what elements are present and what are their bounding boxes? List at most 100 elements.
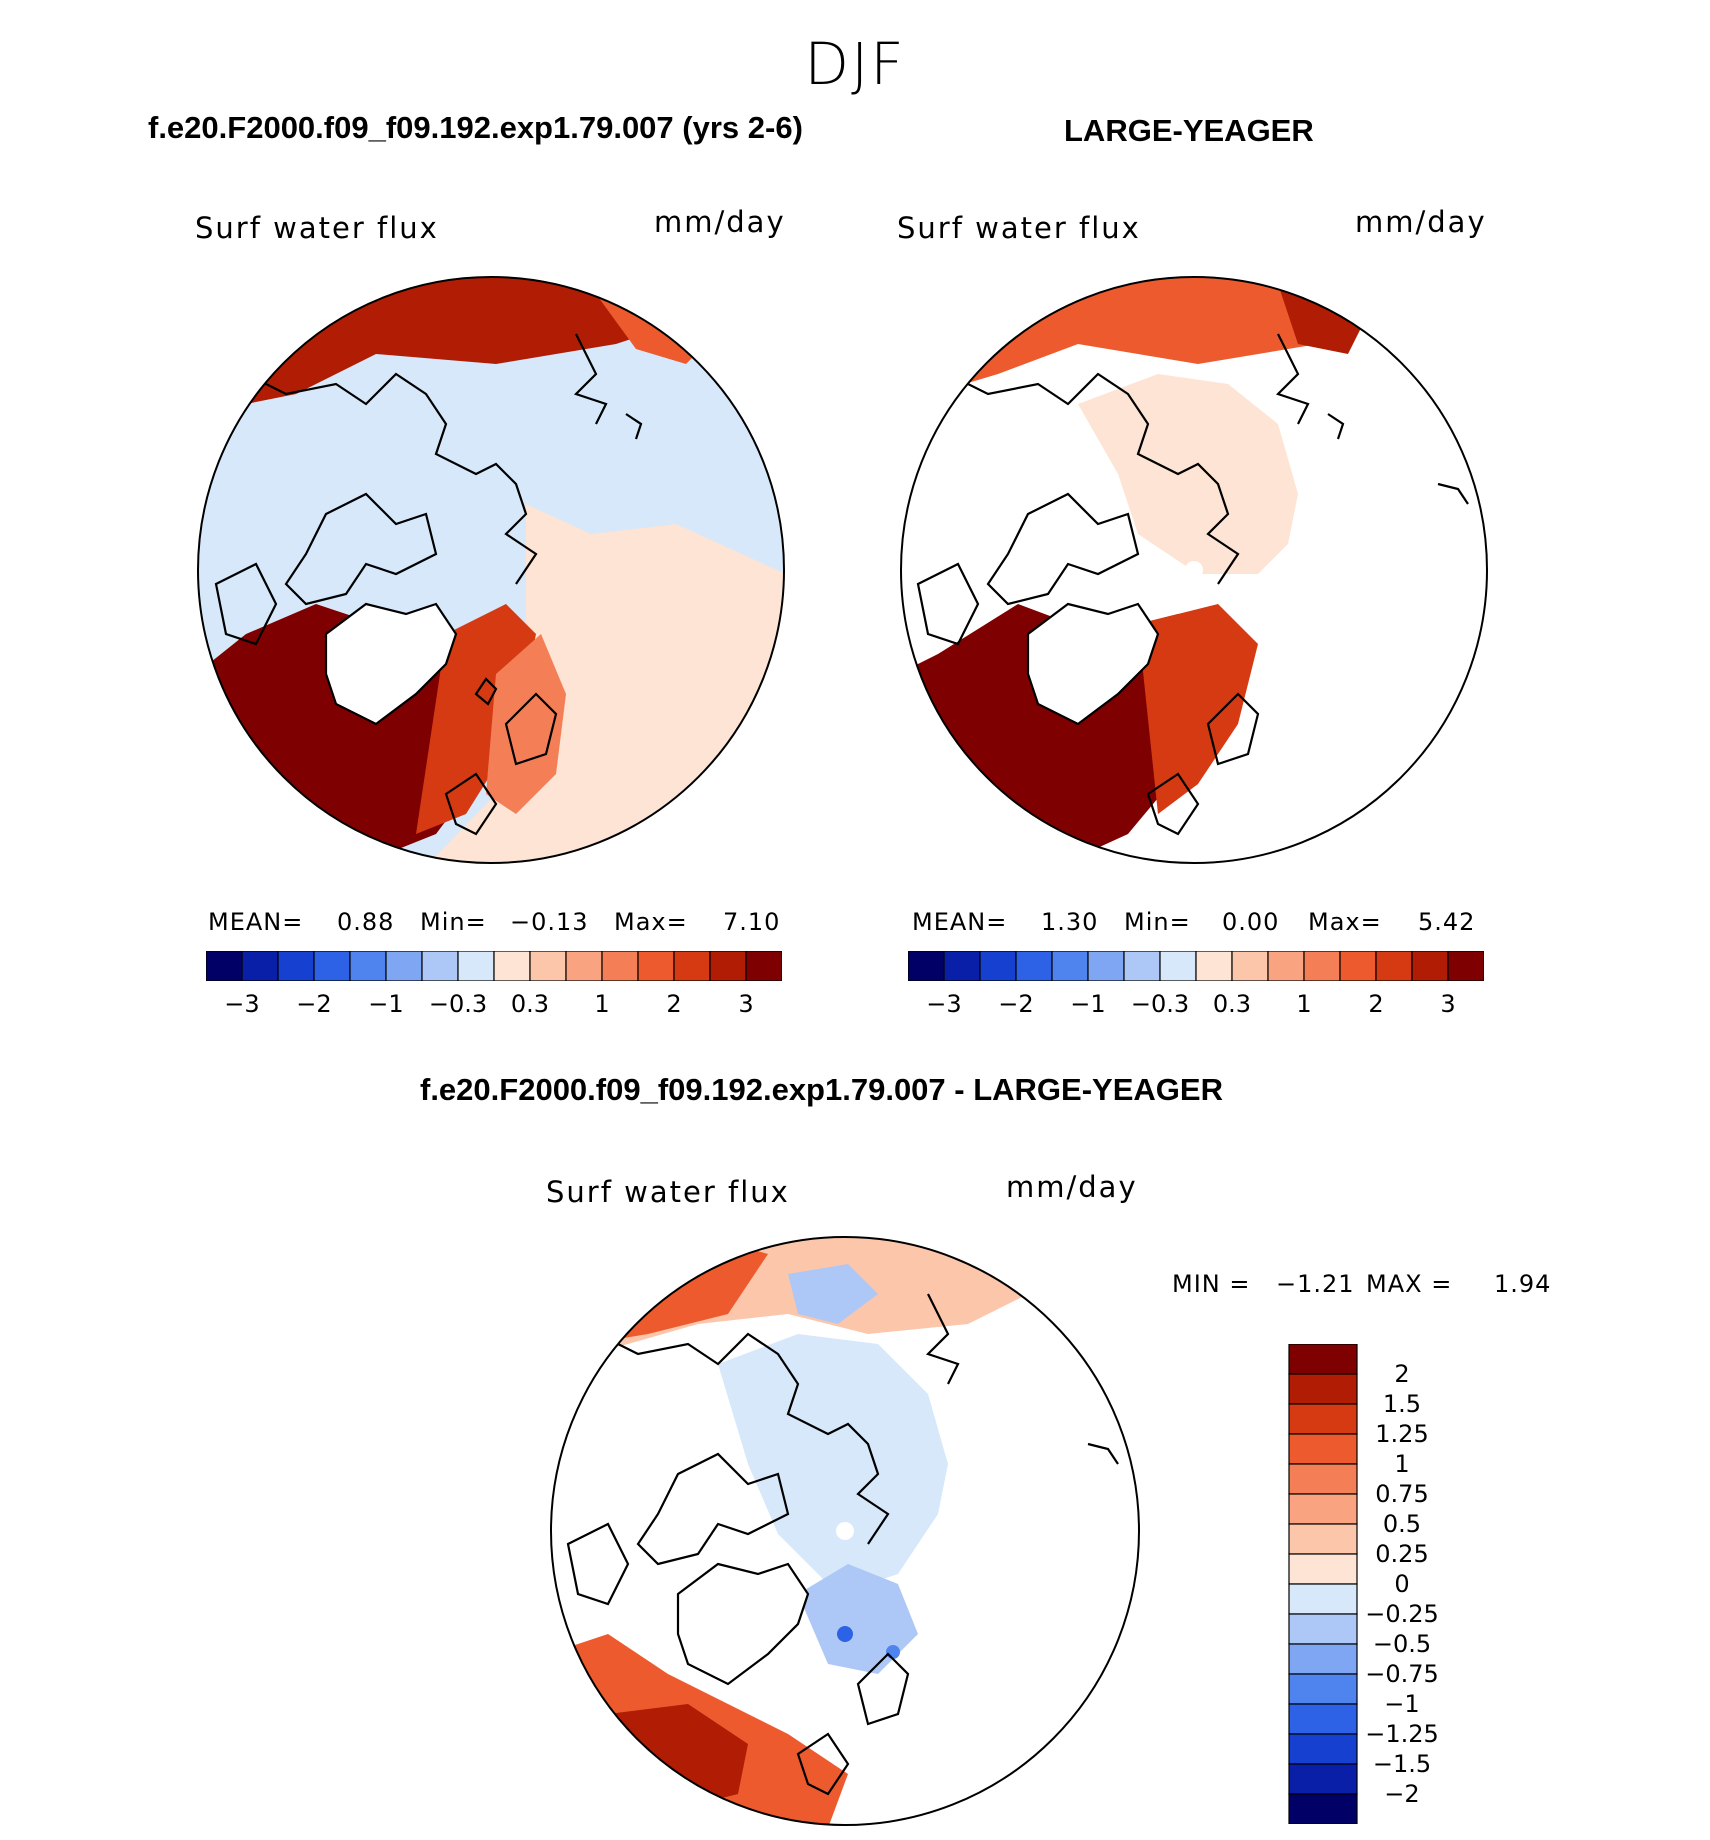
panel2-colorbar-swatch bbox=[1303, 951, 1341, 981]
diff-field-arctic-ocean bbox=[718, 1334, 948, 1594]
panel1-colorbar-swatch bbox=[637, 951, 675, 981]
panel1-colorbar-swatch bbox=[673, 951, 711, 981]
panel2-colorbar-swatch bbox=[1231, 951, 1269, 981]
panel1-colorbar-swatch bbox=[206, 951, 243, 981]
diff-colorbar-swatch bbox=[1288, 1643, 1358, 1675]
panel2-colorbar-swatch bbox=[1447, 951, 1484, 981]
panel1-colorbar-tick-label: 2 bbox=[666, 990, 682, 1018]
panel1-units: mm/day bbox=[654, 205, 786, 239]
panel2-min-value: 0.00 bbox=[1222, 908, 1280, 936]
diff-colorbar-swatch bbox=[1288, 1583, 1358, 1615]
panel1-colorbar-tick-label: 3 bbox=[738, 990, 754, 1018]
diff-colorbar-swatch bbox=[1288, 1613, 1358, 1645]
diff-colorbar-swatch bbox=[1288, 1733, 1358, 1765]
panel2-colorbar-swatch bbox=[908, 951, 945, 981]
diff-colorbar-tick-label: 0.25 bbox=[1375, 1540, 1429, 1568]
panel1-map bbox=[197, 276, 785, 864]
panel1-colorbar-ticks: −3 −2 −1 −0.3 0.3 1 2 3 bbox=[206, 990, 782, 1020]
panel2-colorbar-tick-label: −2 bbox=[998, 990, 1034, 1018]
panel1-min-label: Min= bbox=[420, 908, 487, 936]
diff-colorbar-tick-label: −1.25 bbox=[1365, 1720, 1439, 1748]
panel1-coastlines bbox=[214, 333, 643, 836]
diff-map-border bbox=[550, 1236, 1140, 1826]
diff-colorbar-swatch bbox=[1288, 1373, 1358, 1405]
diff-colorbar-tick-label: 0.5 bbox=[1382, 1510, 1422, 1538]
season-title: DJF bbox=[804, 30, 906, 98]
panel2-colorbar-tick-label: −0.3 bbox=[1130, 990, 1190, 1018]
panel1-colorbar-tick-label: −3 bbox=[224, 990, 260, 1018]
panel2-pole-hole bbox=[1185, 561, 1203, 579]
diff-colorbar-swatch bbox=[1288, 1403, 1358, 1435]
panel2-field-norwegian-sea bbox=[1138, 604, 1258, 814]
panel2-colorbar bbox=[908, 951, 1484, 981]
panel2-colorbar-tick-label: −1 bbox=[1070, 990, 1106, 1018]
diff-title: f.e20.F2000.f09_f09.192.exp1.79.007 - LA… bbox=[420, 1072, 1223, 1107]
panel1-field-norwegian-sea bbox=[486, 634, 566, 814]
panel2-colorbar-swatch bbox=[1267, 951, 1305, 981]
diff-max-label: MAX = bbox=[1366, 1270, 1453, 1298]
panel1-max-value: 7.10 bbox=[723, 908, 781, 936]
diff-colorbar-swatch bbox=[1288, 1433, 1358, 1465]
panel2-map bbox=[900, 276, 1488, 864]
diff-min-value: −1.21 bbox=[1276, 1270, 1355, 1298]
panel2-colorbar-swatch bbox=[1411, 951, 1449, 981]
panel2-mean-label: MEAN= bbox=[912, 908, 1008, 936]
diff-colorbar-tick-label: 0.75 bbox=[1375, 1480, 1429, 1508]
diff-max-value: 1.94 bbox=[1494, 1270, 1552, 1298]
panel2-colorbar-swatch bbox=[1159, 951, 1197, 981]
panel1-colorbar-swatch bbox=[709, 951, 747, 981]
panel2-max-value: 5.42 bbox=[1418, 908, 1476, 936]
panel1-colorbar-swatch bbox=[565, 951, 603, 981]
panel2-colorbar-tick-label: 1 bbox=[1296, 990, 1312, 1018]
diff-colorbar-ticks: 2 1.5 1.25 1 0.75 0.5 0.25 0 −0.25 −0.5 −0.75 −1 −1.… bbox=[1362, 1344, 1482, 1824]
panel2-colorbar-swatch bbox=[1087, 951, 1125, 981]
diff-colorbar-tick-label: 2 bbox=[1394, 1360, 1410, 1388]
panel1-colorbar-swatch bbox=[529, 951, 567, 981]
diff-map bbox=[550, 1236, 1140, 1826]
panel1-colorbar-swatch bbox=[457, 951, 495, 981]
panel2-colorbar-tick-label: −3 bbox=[926, 990, 962, 1018]
panel1-colorbar-swatch bbox=[421, 951, 459, 981]
diff-variable: Surf water flux bbox=[546, 1175, 790, 1209]
panel1-colorbar-tick-label: 1 bbox=[594, 990, 610, 1018]
panel1-title: f.e20.F2000.f09_f09.192.exp1.79.007 (yrs… bbox=[148, 110, 803, 145]
panel1-variable: Surf water flux bbox=[195, 211, 439, 245]
panel1-colorbar-swatch bbox=[277, 951, 315, 981]
diff-field-pacific-negative bbox=[788, 1264, 878, 1324]
panel1-colorbar-tick-label: 0.3 bbox=[510, 990, 550, 1018]
diff-colorbar-tick-label: −0.25 bbox=[1365, 1600, 1439, 1628]
panel1-colorbar-tick-label: −2 bbox=[296, 990, 332, 1018]
panel1-mean-label: MEAN= bbox=[208, 908, 304, 936]
panel2-colorbar-swatch bbox=[1339, 951, 1377, 981]
diff-colorbar-swatch bbox=[1288, 1793, 1358, 1824]
diff-colorbar-tick-label: −1.5 bbox=[1372, 1750, 1432, 1778]
diff-colorbar-swatch bbox=[1288, 1673, 1358, 1705]
panel2-coastlines bbox=[916, 333, 1469, 836]
panel1-colorbar bbox=[206, 951, 782, 981]
panel2-colorbar-swatch bbox=[1015, 951, 1053, 981]
panel1-colorbar-swatch bbox=[493, 951, 531, 981]
panel2-colorbar-swatch bbox=[1375, 951, 1413, 981]
panel1-max-label: Max= bbox=[614, 908, 688, 936]
panel2-mean-value: 1.30 bbox=[1041, 908, 1099, 936]
panel1-colorbar-swatch bbox=[241, 951, 279, 981]
panel2-units: mm/day bbox=[1355, 205, 1487, 239]
diff-units: mm/day bbox=[1006, 1170, 1138, 1204]
panel1-colorbar-tick-label: −1 bbox=[368, 990, 404, 1018]
diff-colorbar-tick-label: −0.5 bbox=[1372, 1630, 1432, 1658]
panel1-colorbar-swatch bbox=[385, 951, 423, 981]
panel2-field-arctic-ocean bbox=[1078, 374, 1298, 574]
diff-colorbar-tick-label: −1 bbox=[1384, 1690, 1420, 1718]
panel2-colorbar-swatch bbox=[1123, 951, 1161, 981]
panel1-colorbar-swatch bbox=[313, 951, 351, 981]
diff-colorbar-tick-label: −0.75 bbox=[1365, 1660, 1439, 1688]
diff-colorbar-tick-label: 0 bbox=[1394, 1570, 1410, 1598]
panel2-map-border bbox=[900, 276, 1488, 864]
diff-colorbar-tick-label: 1.25 bbox=[1375, 1420, 1429, 1448]
panel2-colorbar-tick-label: 2 bbox=[1368, 990, 1384, 1018]
panel2-max-label: Max= bbox=[1308, 908, 1382, 936]
panel1-colorbar-swatch bbox=[601, 951, 639, 981]
diff-field-barents-negative bbox=[798, 1564, 918, 1674]
panel2-colorbar-swatch bbox=[943, 951, 981, 981]
panel2-colorbar-swatch bbox=[1195, 951, 1233, 981]
